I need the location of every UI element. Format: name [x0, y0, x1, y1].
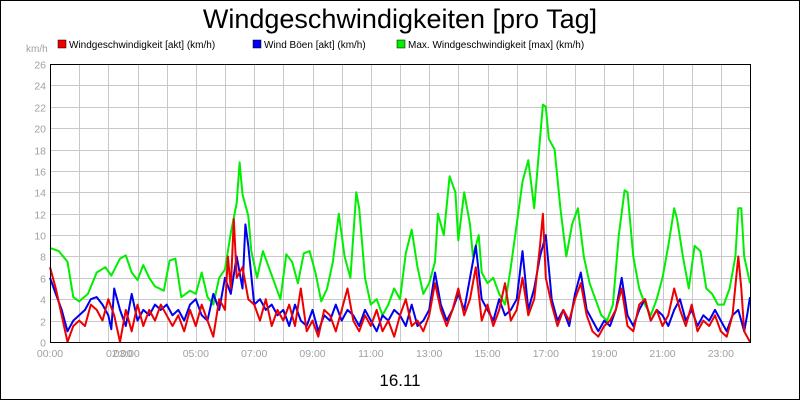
x-tick-label: 19:00 — [591, 348, 617, 360]
y-tick-label: 6 — [40, 274, 46, 286]
y-axis-unit: km/h — [26, 44, 48, 55]
y-tick-label: 16 — [34, 167, 46, 179]
series-lines — [49, 103, 751, 343]
legend-label: Max. Windgeschwindigkeit [max] (km/h) — [408, 40, 584, 51]
x-tick-label: 15:00 — [474, 348, 500, 360]
y-tick-label: 8 — [40, 252, 46, 264]
y-tick-label: 20 — [34, 124, 46, 136]
y-tick-label: 18 — [34, 146, 46, 158]
x-tick-label: 13:00 — [416, 348, 442, 360]
x-tick-label: 02:00 — [106, 348, 132, 360]
legend-swatch — [57, 39, 67, 49]
x-tick-label: 00:00 — [37, 348, 63, 360]
legend-swatch — [252, 39, 262, 49]
y-tick-label: 10 — [34, 231, 46, 243]
plot-border — [50, 64, 751, 343]
legend: Windgeschwindigkeit [akt] (km/h) Wind Böe… — [57, 39, 584, 51]
legend-label: Wind Böen [akt] (km/h) — [264, 40, 366, 51]
y-tick-label: 2 — [40, 317, 46, 329]
y-tick-label: 24 — [34, 81, 46, 93]
x-tick-label: 03:00 — [114, 348, 140, 360]
chart-title: Windgeschwindigkeiten [pro Tag] — [203, 4, 597, 34]
series-line-2 — [49, 212, 751, 343]
x-tick-label: 23:00 — [708, 348, 734, 360]
y-tick-label: 26 — [34, 60, 46, 72]
x-tick-label: 11:00 — [358, 348, 384, 360]
x-tick-label: 17:00 — [533, 348, 559, 360]
y-tick-label: 4 — [40, 295, 46, 307]
y-tick-label: 22 — [34, 103, 46, 115]
y-tick-label: 12 — [34, 210, 46, 222]
legend-label: Windgeschwindigkeit [akt] (km/h) — [69, 40, 215, 51]
x-tick-label: 07:00 — [241, 348, 267, 360]
x-tick-label: 09:00 — [299, 348, 325, 360]
date-label: 16.11 — [379, 371, 420, 390]
x-tick-label: 05:00 — [183, 348, 209, 360]
y-tick-label: 0 — [40, 338, 46, 350]
legend-swatch — [396, 39, 406, 49]
x-tick-label: 21:00 — [649, 348, 675, 360]
y-tick-label: 14 — [34, 188, 46, 200]
series-line-0 — [49, 103, 751, 322]
